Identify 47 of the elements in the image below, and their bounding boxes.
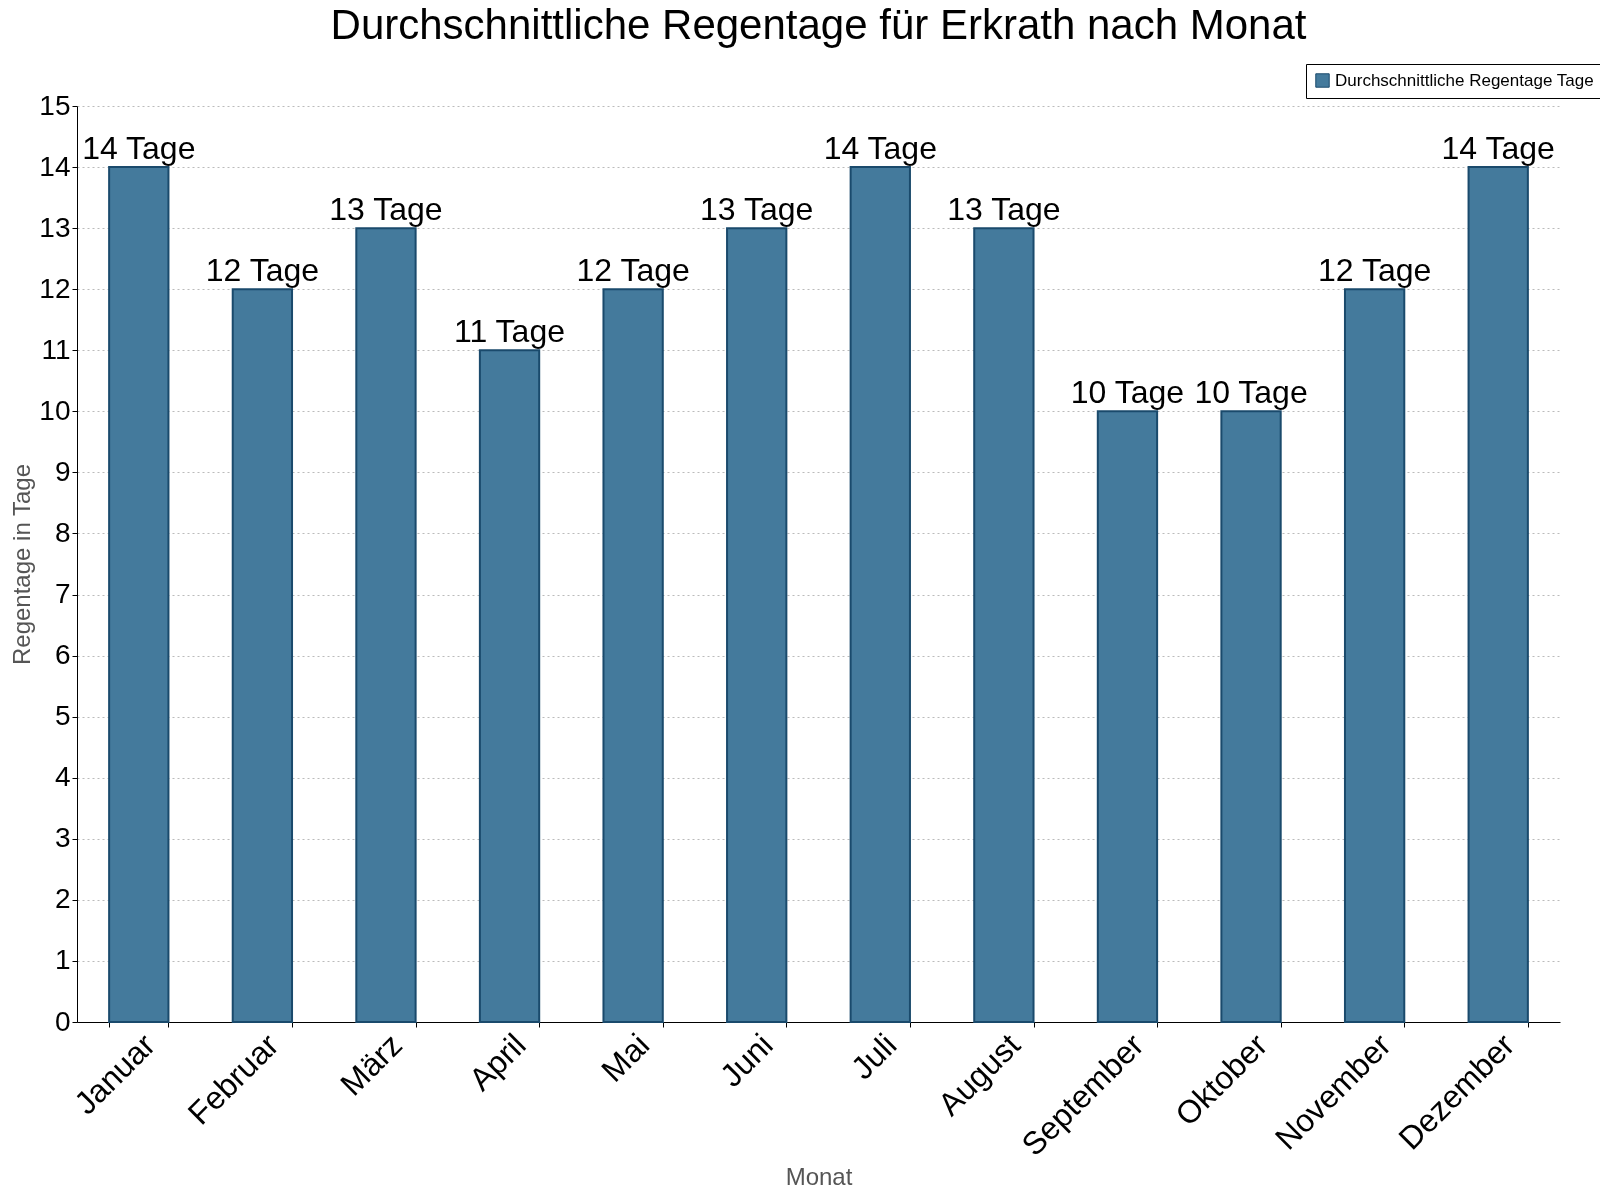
- data-label: 13 Tage: [329, 191, 443, 228]
- data-label: 12 Tage: [576, 252, 690, 289]
- data-label: 13 Tage: [700, 191, 814, 228]
- y-tick-label: 6: [54, 639, 71, 671]
- y-tick-label: 1: [54, 944, 71, 976]
- data-label: 10 Tage: [1194, 374, 1308, 411]
- y-tick-label: 12: [39, 272, 71, 304]
- y-tick-label: 10: [39, 394, 71, 426]
- y-axis-title: Regentage in Tage: [8, 463, 36, 666]
- x-tick-label: Juli: [844, 1026, 904, 1087]
- bar: [1220, 410, 1282, 1023]
- bar: [1096, 410, 1159, 1023]
- y-tick-label: 11: [41, 333, 71, 365]
- bar: [231, 288, 294, 1023]
- data-label: 10 Tage: [1070, 374, 1185, 411]
- bar: [355, 227, 417, 1023]
- bar: [108, 166, 170, 1023]
- data-label: 14 Tage: [82, 130, 196, 167]
- legend-label: Durchschnittliche Regentage Tage: [1335, 70, 1594, 90]
- bar: [726, 227, 788, 1023]
- bar: [849, 166, 911, 1023]
- y-tick-label: 14: [39, 150, 71, 182]
- y-tick-label: 13: [39, 211, 71, 243]
- data-label: 11 Tage: [454, 313, 565, 350]
- data-label: 14 Tage: [1441, 130, 1555, 167]
- y-tick-label: 2: [54, 883, 71, 915]
- data-label: 12 Tage: [1317, 252, 1432, 289]
- y-tick-label: 9: [54, 455, 71, 487]
- data-label: 12 Tage: [205, 252, 320, 289]
- data-label: 14 Tage: [823, 130, 937, 167]
- data-label: 13 Tage: [947, 191, 1061, 228]
- x-tick-label: Mai: [594, 1026, 657, 1089]
- x-axis-title: Monat: [785, 1163, 853, 1191]
- bar: [478, 349, 541, 1023]
- y-tick-label: 5: [54, 700, 71, 732]
- x-tick-label: Juni: [712, 1026, 780, 1094]
- bar: [602, 288, 664, 1023]
- y-tick-label: 15: [39, 89, 71, 121]
- y-tick-label: 3: [54, 822, 71, 854]
- bar: [1467, 166, 1529, 1023]
- y-tick-label: 7: [54, 578, 71, 610]
- y-tick-label: 4: [54, 761, 71, 793]
- y-tick-label: 0: [54, 1005, 71, 1037]
- chart-title: Durchschnittliche Regentage für Erkrath nach Monat: [330, 1, 1307, 48]
- y-tick-label: 8: [54, 516, 71, 548]
- bar: [1343, 288, 1406, 1023]
- bar: [973, 227, 1035, 1023]
